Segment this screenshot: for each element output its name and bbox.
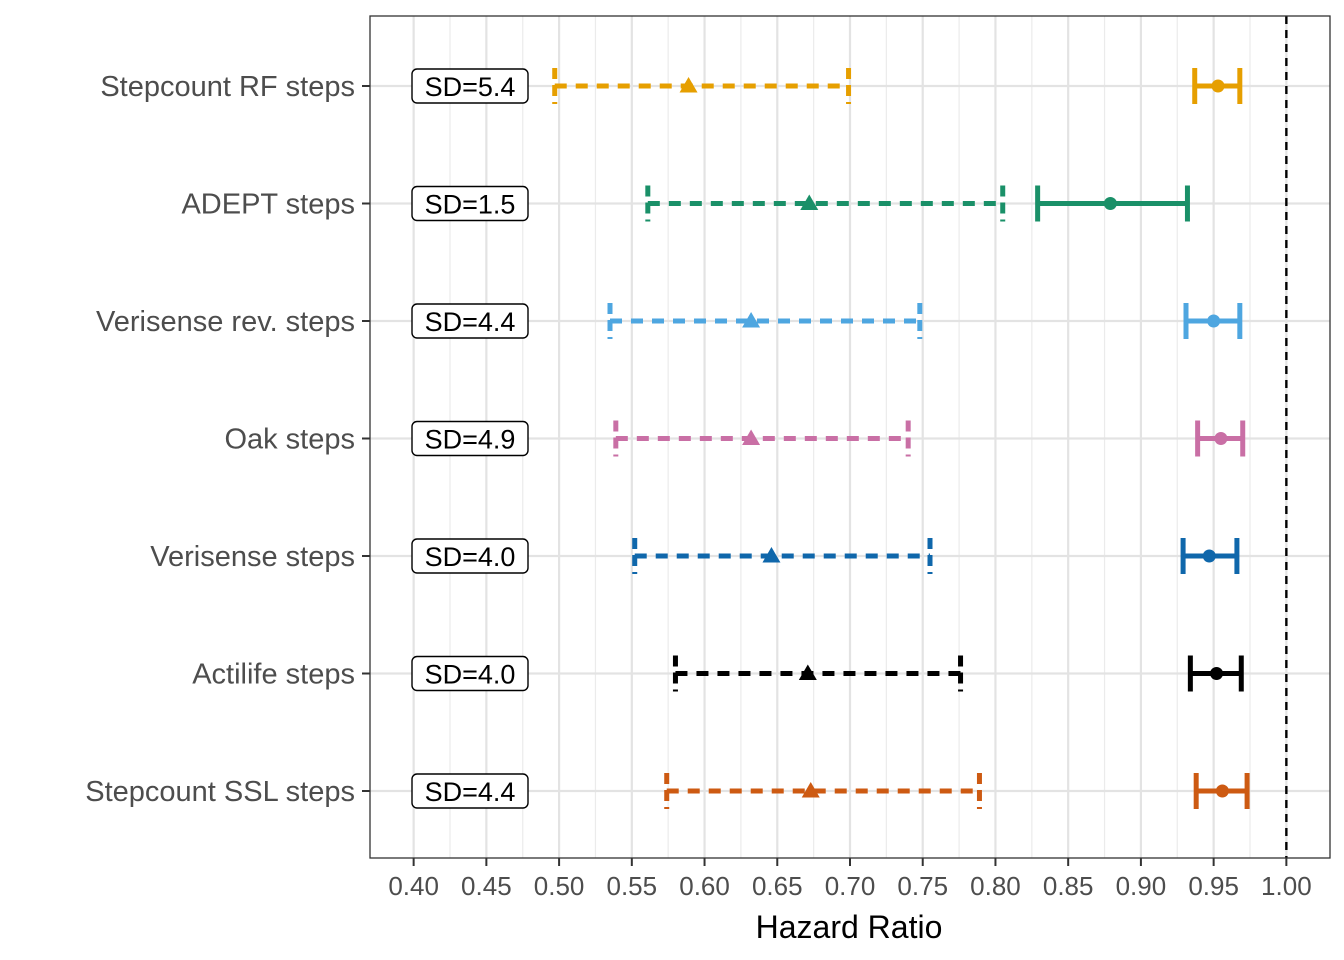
y-tick-label: Stepcount SSL steps [85, 776, 355, 808]
sd-label: SD=1.5 [425, 190, 516, 220]
per-sd-estimate-marker [679, 77, 698, 93]
y-tick-label: Verisense steps [150, 541, 355, 573]
per-sd-estimate-marker [800, 194, 819, 210]
per-1000-estimate-marker [1215, 784, 1229, 798]
x-tick-label: 0.80 [970, 871, 1021, 901]
series-row: SD=4.9 [411, 420, 1246, 457]
sd-label-box [411, 185, 529, 222]
per-1000-estimate-marker [1202, 549, 1216, 563]
per-sd-estimate-marker [762, 547, 781, 563]
sd-label-box [411, 68, 529, 104]
x-tick-label: 0.85 [1043, 871, 1094, 901]
x-tick-label: 0.45 [461, 871, 512, 901]
x-tick-label: 0.60 [679, 871, 730, 901]
sd-label-box [411, 655, 529, 692]
x-tick-label: 0.55 [607, 871, 658, 901]
per-sd-estimate-marker [801, 782, 820, 798]
y-tick-label: ADEPT steps [181, 189, 355, 221]
per-1000-estimate-marker [1210, 667, 1224, 680]
y-tick-label: Actilife steps [192, 659, 355, 691]
series-group: SD=5.4 SD=1.5 SD=4.4 SD=4.9 SD=4.0 SD=4.0 SD=4… [411, 68, 1250, 809]
sd-label: SD=5.4 [425, 72, 516, 102]
per-sd-estimate-marker [798, 664, 817, 680]
sd-label: SD=4.4 [425, 307, 516, 337]
sd-label: SD=4.9 [425, 425, 516, 455]
per-1000-estimate-marker [1103, 197, 1117, 210]
sd-label-box [411, 773, 529, 809]
series-row: SD=4.4 [411, 773, 1250, 809]
series-row: SD=4.0 [411, 538, 1240, 574]
x-tick-label: 0.40 [388, 871, 439, 901]
y-tick-label: Oak steps [224, 424, 355, 456]
x-tick-label: 0.65 [752, 871, 803, 901]
per-sd-estimate-marker [742, 429, 761, 445]
sd-label: SD=4.4 [425, 777, 516, 807]
x-axis: 0.40 0.45 0.50 0.55 0.60 0.65 0.70 0.75 0.80 0.85… [388, 858, 1312, 901]
x-tick-label: 0.75 [897, 871, 948, 901]
sd-label-box [411, 538, 529, 574]
x-tick-label: 1.00 [1261, 871, 1312, 901]
series-row: SD=4.0 [411, 655, 1244, 692]
y-axis: Stepcount RF steps ADEPT steps Verisense r… [85, 71, 370, 808]
per-1000-estimate-marker [1214, 432, 1228, 445]
x-axis-title: Hazard Ratio [756, 909, 943, 945]
per-sd-estimate-marker [742, 312, 761, 328]
series-row: SD=1.5 [411, 185, 1190, 222]
series-row: SD=4.4 [411, 303, 1243, 339]
sd-label-box [411, 303, 529, 339]
sd-label: SD=4.0 [425, 660, 516, 690]
per-1000-estimate-marker [1211, 79, 1225, 93]
x-tick-label: 0.95 [1188, 871, 1239, 901]
sd-label: SD=4.0 [425, 542, 516, 572]
x-tick-label: 0.50 [534, 871, 585, 901]
per-1000-estimate-marker [1207, 314, 1221, 328]
series-row: SD=5.4 [411, 68, 1243, 104]
sd-label-box [411, 420, 529, 457]
x-tick-label: 0.90 [1116, 871, 1167, 901]
x-tick-label: 0.70 [825, 871, 876, 901]
y-tick-label: Stepcount RF steps [100, 71, 355, 103]
y-tick-label: Verisense rev. steps [96, 306, 355, 338]
